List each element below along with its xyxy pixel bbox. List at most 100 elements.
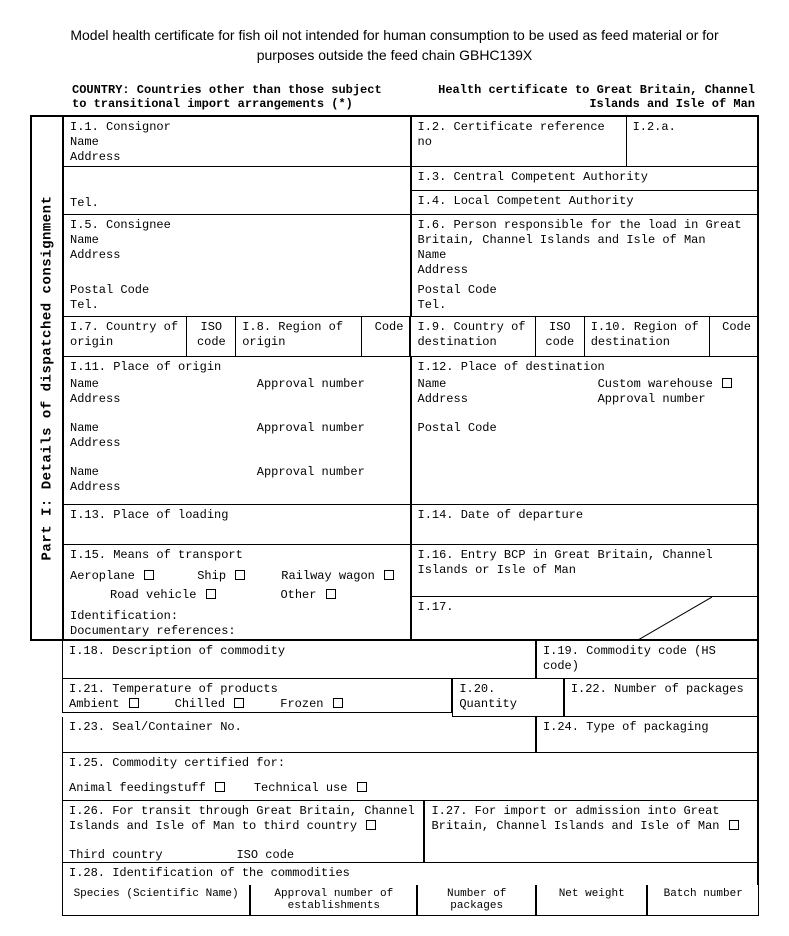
label-technical: Technical use [254,781,348,795]
checkbox-icon[interactable] [215,782,225,792]
label-address: Address [70,248,404,263]
cell-i3: I.3. Central Competent Authority [411,167,760,191]
label-i10: I.10. Region of destination [591,320,699,349]
checkbox-icon[interactable] [366,820,376,830]
cell-i26: I.26. For transit through Great Britain,… [62,801,424,863]
label-other: Other [280,588,316,602]
col-packages: Number of packages [417,885,535,916]
label-approval: Approval number [257,465,365,480]
checkbox-icon[interactable] [235,570,245,580]
checkbox-icon[interactable] [357,782,367,792]
label-iso: ISO code [236,848,294,862]
label-code: Code [375,320,404,334]
label-i3: I.3. Central Competent Authority [418,170,648,184]
label-i21: I.21. Temperature of products [69,682,445,697]
form-body: I.1. Consignor Name Address I.2. Certifi… [62,115,759,641]
label-name: Name [70,233,404,248]
cell-i2a: I.2.a. [627,115,759,167]
cell-i16: I.16. Entry BCP in Great Britain, Channe… [411,545,760,597]
label-i8: I.8. Region of origin [242,320,343,349]
label-i22: I.22. Number of packages [571,682,744,696]
cell-i1: I.1. Consignor Name Address [62,115,411,167]
label-code: Code [722,320,751,334]
label-i17: I.17. [418,600,454,614]
label-custom-warehouse: Custom warehouse [598,377,713,391]
side-label: Part I: Details of dispatched consignmen… [39,196,55,561]
checkbox-icon[interactable] [333,698,343,708]
label-i24: I.24. Type of packaging [543,720,709,734]
slash-icon [412,597,712,641]
label-name: Name [70,465,257,480]
label-address: Address [70,436,404,451]
cell-i27: I.27. For import or admission into Great… [424,801,759,863]
cell-i6: I.6. Person responsible for the load in … [411,215,760,317]
label-name: Name [70,421,257,436]
checkbox-icon[interactable] [384,570,394,580]
label-i9: I.9. Country of destination [417,320,525,349]
checkbox-icon[interactable] [129,698,139,708]
cell-i19: I.19. Commodity code (HS code) [536,641,759,679]
label-name: Name [70,377,257,392]
label-address: Address [418,392,598,407]
label-i15: I.15. Means of transport [70,548,404,563]
label-name: Name [418,248,752,263]
label-railway: Railway wagon [281,569,375,583]
label-ship: Ship [197,569,226,583]
col-approval: Approval number of establishments [250,885,417,916]
checkbox-icon[interactable] [234,698,244,708]
checkbox-icon[interactable] [722,378,732,388]
label-i2: I.2. Certificate reference no [418,120,605,149]
cell-i13: I.13. Place of loading [62,505,411,545]
cell-i18: I.18. Description of commodity [62,641,536,679]
label-address: Address [70,150,404,165]
label-aeroplane: Aeroplane [70,569,135,583]
label-i5: I.5. Consignee [70,218,404,233]
label-i2a: I.2.a. [633,120,676,134]
cell-i2: I.2. Certificate reference no [411,115,627,167]
label-identification: Identification: [70,609,404,624]
label-postalcode: Postal Code [418,283,497,298]
label-postalcode: Postal Code [418,421,752,436]
label-tel: Tel. [70,298,99,313]
cell-i8: I.8. Region of origin [236,317,361,357]
label-iso: ISO code [545,320,574,349]
cell-i7-iso: ISO code [187,317,236,357]
label-thirdcountry: Third country [69,848,229,863]
label-approval: Approval number [257,421,365,436]
label-i1: I.1. Consignor [70,120,404,135]
header-row: COUNTRY: Countries other than those subj… [30,83,759,111]
checkbox-icon[interactable] [326,589,336,599]
label-tel: Tel. [418,298,447,313]
checkbox-icon[interactable] [729,820,739,830]
label-i4: I.4. Local Competent Authority [418,194,634,208]
label-i19: I.19. Commodity code (HS code) [543,644,716,673]
cell-i9-iso: ISO code [536,317,585,357]
label-i11: I.11. Place of origin [70,360,404,375]
label-iso: ISO code [197,320,226,349]
side-label-box: Part I: Details of dispatched consignmen… [30,115,62,641]
label-i25: I.25. Commodity certified for: [69,756,751,771]
col-species: Species (Scientific Name) [62,885,250,916]
checkbox-icon[interactable] [144,570,154,580]
checkbox-icon[interactable] [206,589,216,599]
cell-i7: I.7. Country of origin [62,317,187,357]
label-chilled: Chilled [175,697,225,711]
label-postalcode: Postal Code [70,283,149,298]
label-i20: I.20. Quantity [459,682,517,711]
label-approval: Approval number [257,377,365,392]
label-address: Address [70,480,404,495]
cell-i11: I.11. Place of origin NameApproval numbe… [62,357,411,505]
cell-i12: I.12. Place of destination Name Custom w… [411,357,760,505]
cell-i17: I.17. [411,597,760,641]
header-left: COUNTRY: Countries other than those subj… [30,83,395,111]
cell-i1-tel: Tel. [62,167,411,215]
cell-i5: I.5. Consignee Name Address Postal Code … [62,215,411,317]
cell-i15: I.15. Means of transport Aeroplane Ship … [62,545,411,641]
form: Part I: Details of dispatched consignmen… [30,115,759,916]
label-i14: I.14. Date of departure [418,508,584,522]
cell-i14: I.14. Date of departure [411,505,760,545]
col-netweight: Net weight [536,885,648,916]
cell-i8-code: Code [362,317,411,357]
label-i28: I.28. Identification of the commodities [69,866,350,880]
label-i13: I.13. Place of loading [70,508,228,522]
